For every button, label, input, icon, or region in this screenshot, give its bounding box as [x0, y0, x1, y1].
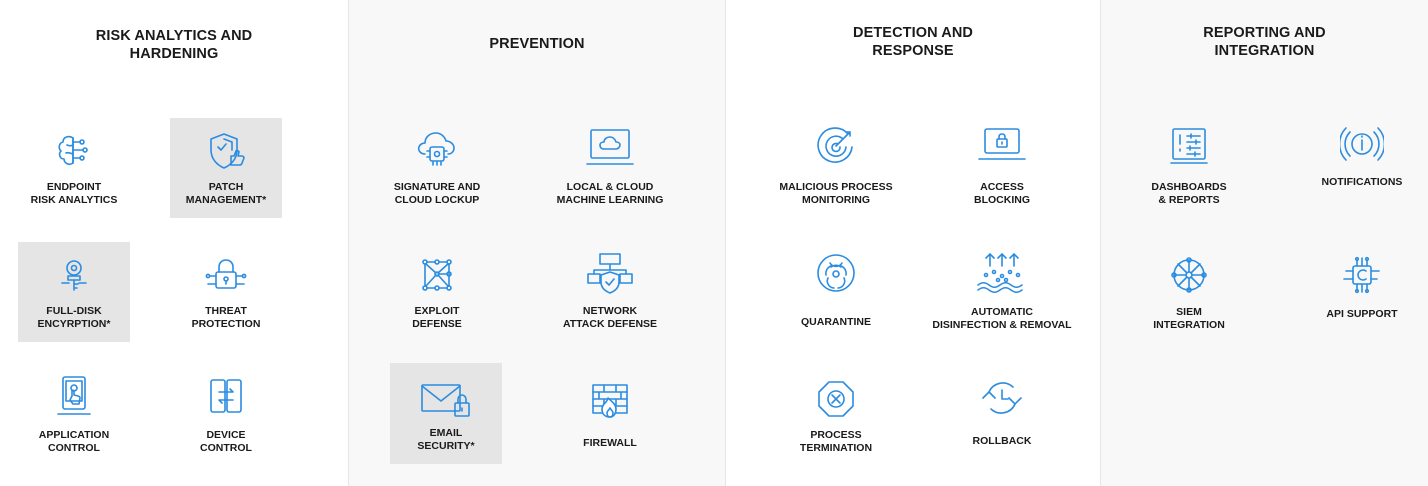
- feature-application-control: APPLICATION CONTROL: [18, 364, 130, 464]
- dashboard-icon: [1170, 128, 1208, 164]
- mesh-network-icon: [422, 259, 452, 291]
- padlock-circuit-icon: [205, 259, 247, 289]
- feature-dashboards-reports: DASHBOARDS & REPORTS: [1129, 118, 1249, 218]
- feature-siem-integration: SIEM INTEGRATION: [1129, 242, 1249, 342]
- rollback-icon: [982, 382, 1022, 414]
- feature-exploit-defense: EXPLOIT DEFENSE: [381, 242, 493, 342]
- feature-label: LOCAL & CLOUD MACHINE LEARNING: [556, 181, 664, 206]
- feature-local-cloud-machine-learning: LOCAL & CLOUD MACHINE LEARNING: [545, 118, 675, 218]
- feature-threat-protection: THREAT PROTECTION: [170, 242, 282, 342]
- feature-label: DASHBOARDS & REPORTS: [1151, 181, 1227, 206]
- feature-label: FULL-DISK ENCYRPTION*: [37, 305, 111, 330]
- feature-email-security: EMAIL SECURITY*: [390, 363, 502, 464]
- feature-label: EMAIL SECURITY*: [417, 427, 475, 452]
- feature-label: EXPLOIT DEFENSE: [412, 305, 462, 330]
- feature-api-support: API SUPPORT: [1297, 242, 1427, 342]
- feature-label: ENDPOINT RISK ANALYTICS: [30, 181, 118, 206]
- radar-icon: [817, 127, 853, 163]
- column-prevention: PREVENTION SIGNATURE AND CLOUD LOCKUP LO…: [349, 0, 725, 486]
- feature-process-termination: PROCESS TERMINATION: [766, 364, 906, 464]
- feature-network-attack-defense: NETWORK ATTACK DEFENSE: [545, 242, 675, 342]
- column-title: PREVENTION: [489, 36, 585, 52]
- octagon-x-icon: [818, 381, 854, 417]
- feature-label: API SUPPORT: [1326, 308, 1398, 320]
- feature-label: DEVICE CONTROL: [200, 429, 252, 454]
- brain-circuit-icon: [58, 135, 88, 166]
- device-transfer-icon: [210, 379, 242, 413]
- network-shield-icon: [587, 253, 633, 294]
- column-risk-analytics: RISK ANALYTICS AND HARDENING ENDPOINT RI…: [0, 0, 348, 486]
- feature-label: SIEM INTEGRATION: [1153, 306, 1225, 331]
- column-detection-response: DETECTION AND RESPONSE MALICIOUS PROCESS…: [726, 0, 1100, 486]
- siem-wheel-icon: [1171, 257, 1207, 293]
- feature-access-blocking: ACCESS BLOCKING: [932, 118, 1072, 218]
- column-divider: [348, 0, 349, 486]
- feature-label: PROCESS TERMINATION: [799, 429, 873, 454]
- feature-label: PATCH MANAGEMENT*: [185, 181, 267, 206]
- feature-label: FIREWALL: [583, 437, 637, 449]
- info-circle-icon: [1340, 127, 1384, 161]
- feature-quarantine: QUARANTINE: [766, 242, 906, 342]
- monitor-cloud-icon: [586, 129, 634, 165]
- column-divider: [1100, 0, 1101, 486]
- feature-label: NETWORK ATTACK DEFENSE: [562, 305, 658, 330]
- disinfection-icon: [977, 253, 1023, 294]
- feature-rollback: ROLLBACK: [932, 364, 1072, 464]
- feature-full-disk-encryption: FULL-DISK ENCYRPTION*: [18, 242, 130, 342]
- feature-notifications: NOTIFICATIONS: [1297, 118, 1427, 218]
- feature-label: ACCESS BLOCKING: [974, 181, 1030, 206]
- cloud-chip-icon: [417, 132, 455, 166]
- feature-patch-management: PATCH MANAGEMENT*: [170, 118, 282, 218]
- email-lock-icon: [421, 384, 470, 417]
- feature-signature-cloud-lookup: SIGNATURE AND CLOUD LOCKUP: [381, 118, 493, 218]
- feature-firewall: FIREWALL: [545, 364, 675, 464]
- laptop-lock-icon: [978, 128, 1026, 160]
- firewall-icon: [592, 384, 628, 418]
- feature-label: THREAT PROTECTION: [191, 305, 261, 330]
- feature-label: APPLICATION CONTROL: [38, 429, 110, 454]
- feature-endpoint-risk-analytics: ENDPOINT RISK ANALYTICS: [18, 118, 130, 218]
- feature-label: AUTOMATIC DISINFECTION & REMOVAL: [932, 306, 1072, 331]
- biohazard-icon: [817, 254, 855, 292]
- phone-touch-icon: [57, 376, 91, 415]
- feature-label: QUARANTINE: [801, 316, 871, 328]
- shield-thumbs-up-icon: [210, 133, 245, 169]
- feature-malicious-process-monitoring: MALICIOUS PROCESS MONITORING: [766, 118, 906, 218]
- api-chip-icon: [1343, 256, 1380, 294]
- key-icon: [61, 260, 87, 291]
- column-title: REPORTING AND INTEGRATION: [1203, 25, 1326, 59]
- feature-label: MALICIOUS PROCESS MONITORING: [779, 181, 893, 206]
- feature-label: ROLLBACK: [972, 435, 1032, 447]
- column-divider: [725, 0, 726, 486]
- column-title: DETECTION AND RESPONSE: [853, 25, 973, 59]
- feature-device-control: DEVICE CONTROL: [170, 364, 282, 464]
- feature-label: SIGNATURE AND CLOUD LOCKUP: [393, 181, 481, 206]
- column-title: RISK ANALYTICS AND HARDENING: [95, 28, 253, 62]
- feature-label: NOTIFICATIONS: [1321, 176, 1403, 188]
- feature-automatic-disinfection: AUTOMATIC DISINFECTION & REMOVAL: [922, 242, 1082, 342]
- column-reporting-integration: REPORTING AND INTEGRATION DASHBOARDS & R…: [1101, 0, 1428, 486]
